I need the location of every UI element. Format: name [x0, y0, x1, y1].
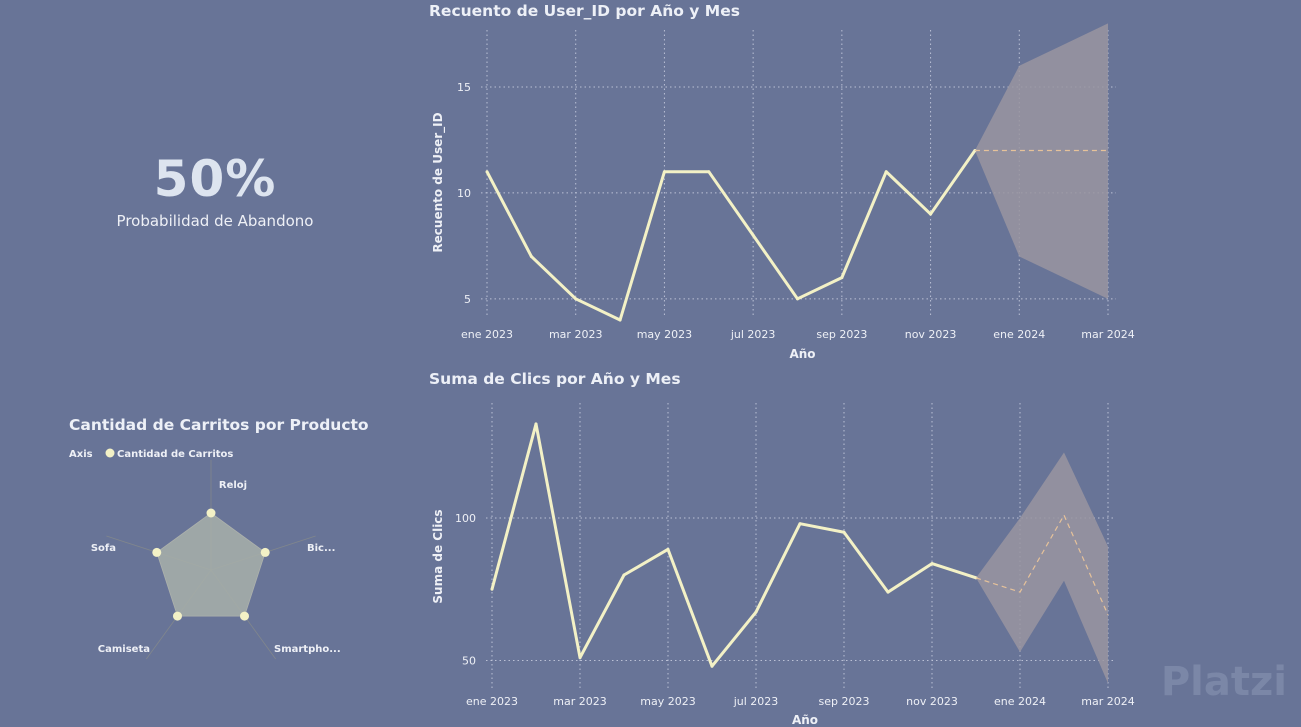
x-axis-title: Año: [789, 347, 815, 361]
y-tick-label: 10: [457, 187, 471, 200]
data-point: [574, 297, 578, 301]
data-point: [754, 610, 758, 614]
x-tick-label: ene 2023: [461, 328, 513, 341]
data-point: [490, 587, 494, 591]
forecast-line: [975, 513, 1109, 616]
x-tick-label: mar 2024: [1081, 328, 1134, 341]
x-tick-label: nov 2023: [906, 695, 958, 708]
data-point: [710, 664, 714, 668]
forecast-confidence-band: [976, 452, 1108, 684]
data-point: [796, 297, 799, 301]
data-point: [930, 562, 934, 566]
x-tick-label: jul 2023: [730, 328, 776, 341]
x-tick-label: ene 2024: [994, 695, 1046, 708]
x-tick-label: ene 2023: [466, 695, 518, 708]
x-tick-label: nov 2023: [905, 328, 957, 341]
radar-chart[interactable]: Axis Cantidad de Carritos Reloj Bic... Smart…: [0, 0, 430, 727]
legend-series-marker: [105, 448, 115, 458]
x-tick-label: may 2023: [640, 695, 695, 708]
legend-series-label: Cantidad de Carritos: [117, 449, 233, 460]
x-tick-label: sep 2023: [816, 328, 867, 341]
x-tick-label: mar 2024: [1081, 695, 1134, 708]
data-point: [929, 212, 933, 216]
y-tick-label: 50: [462, 655, 476, 668]
data-point: [666, 547, 670, 551]
radar-chart-title: Cantidad de Carritos por Producto: [69, 416, 369, 434]
forecast-confidence-band: [974, 23, 1108, 299]
radar-area: [156, 512, 266, 617]
y-axis-title: Recuento de User_ID: [431, 112, 446, 252]
y-tick-label: 100: [455, 512, 476, 525]
x-tick-label: sep 2023: [819, 695, 870, 708]
data-point: [751, 233, 755, 237]
radar-point: [172, 611, 182, 621]
platzi-watermark: Platzi: [1160, 659, 1287, 705]
x-axis-title: Año: [792, 713, 818, 727]
series-line: [490, 422, 977, 668]
data-point: [622, 573, 626, 577]
kpi-label: Probabilidad de Abandono: [116, 212, 314, 230]
x-tick-label: mar 2023: [549, 328, 602, 341]
kpi-value: 50%: [153, 150, 277, 208]
x-tick-label: mar 2023: [553, 695, 606, 708]
y-tick-label: 15: [457, 81, 471, 94]
data-point: [529, 254, 533, 258]
data-point: [798, 522, 802, 526]
series-line: [485, 149, 977, 322]
radar-point: [260, 547, 270, 557]
radar-point: [240, 611, 250, 621]
radar-axis-label: Reloj: [219, 480, 247, 491]
data-point: [886, 590, 890, 594]
radar-axis-label: Smartpho...: [274, 644, 341, 655]
data-point: [840, 276, 844, 280]
kpi-card: 50% Probabilidad de Abandono: [50, 148, 380, 230]
x-tick-label: ene 2024: [993, 328, 1045, 341]
clics-chart-title: Suma de Clics por Año y Mes: [429, 370, 681, 388]
data-point: [662, 170, 666, 174]
data-point: [842, 530, 846, 534]
x-tick-label: may 2023: [637, 328, 692, 341]
radar-axis-label: Sofa: [91, 543, 116, 554]
data-point: [534, 422, 538, 426]
data-point: [578, 656, 582, 660]
users-line-chart[interactable]: ene 2023 mar 2023 may 2023 jul 2023 sep 2023…: [0, 0, 1301, 365]
data-point: [707, 170, 711, 174]
y-axis-title: Suma de Clics: [431, 509, 445, 603]
data-point: [618, 318, 622, 322]
radar-axis-label: Bic...: [307, 543, 335, 554]
data-point: [485, 170, 489, 174]
users-chart-title: Recuento de User_ID por Año y Mes: [429, 2, 740, 20]
y-tick-label: 5: [464, 293, 471, 306]
legend-axis-label: Axis: [69, 449, 93, 460]
radar-point: [152, 547, 162, 557]
x-tick-label: jul 2023: [733, 695, 779, 708]
radar-point: [206, 508, 216, 518]
radar-axis-label: Camiseta: [98, 644, 150, 655]
data-point: [884, 170, 888, 174]
